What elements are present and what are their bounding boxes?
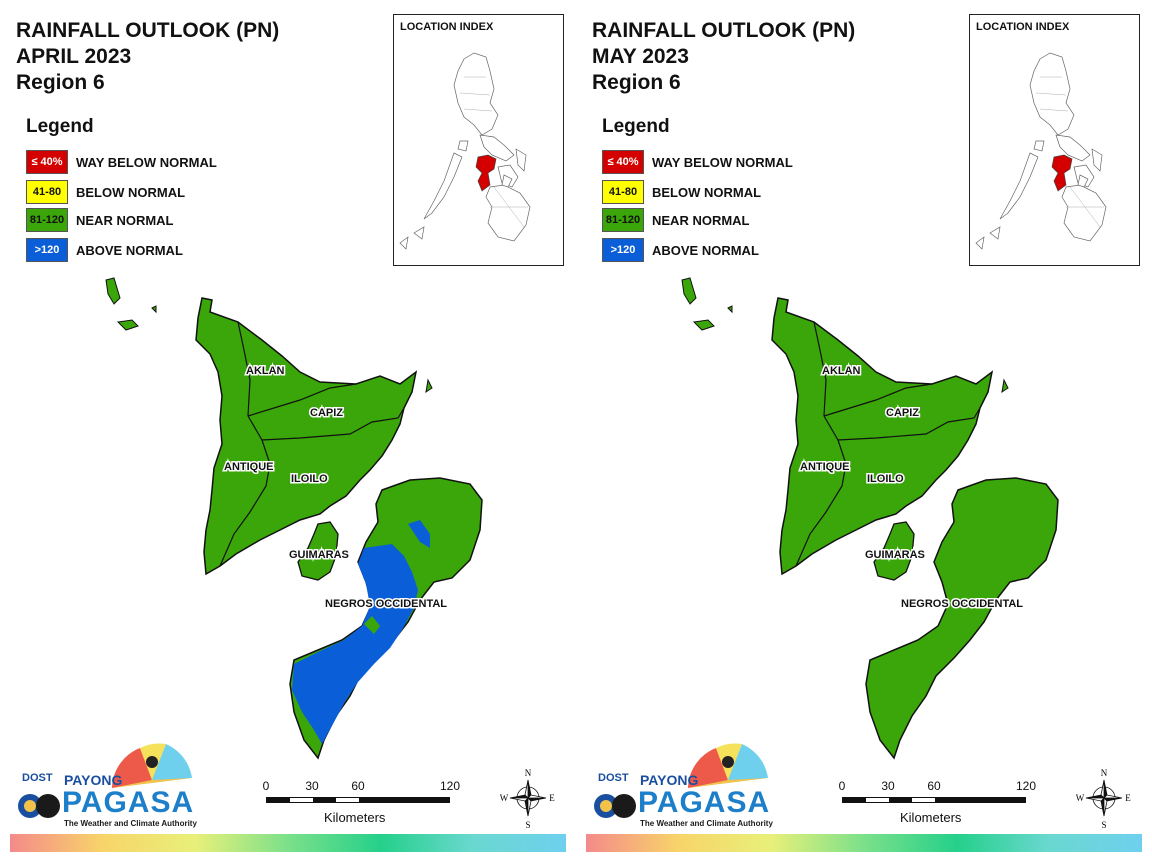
logo-pagasa: PAGASA <box>638 786 771 819</box>
legend-swatch: >120 <box>602 238 644 262</box>
compass-w: W <box>500 793 509 803</box>
scale-bar: 0 30 60 120 Kilometers <box>262 776 472 836</box>
logo-payong: PAYONG <box>640 772 699 788</box>
title-line-1: RAINFALL OUTLOOK (PN) <box>16 19 280 42</box>
compass-s: S <box>525 820 530 830</box>
title-region: Region 6 <box>16 71 105 94</box>
scale-bar-graphic <box>842 797 1026 803</box>
panay-island <box>195 297 418 576</box>
legend-label: WAY BELOW NORMAL <box>76 155 217 170</box>
scale-tick-label: 30 <box>881 779 895 793</box>
compass-n: N <box>1101 768 1108 778</box>
logo-pagasa: PAGASA <box>62 786 195 819</box>
region6-map: AKLAN CAPIZ ANTIQUE ILOILO GUIMARAS NEGR… <box>105 277 483 760</box>
scale-tick-label: 0 <box>262 779 270 793</box>
logo-dost: DOST <box>22 772 53 784</box>
pagasa-logo: DOST PAYONG PAGASA The Weather and Clima… <box>592 740 782 832</box>
title-region: Region 6 <box>592 71 681 94</box>
pagasa-logo: DOST PAYONG PAGASA The Weather and Clima… <box>16 740 206 832</box>
label-iloilo: ILOILO <box>867 473 904 485</box>
legend-label: NEAR NORMAL <box>76 213 174 228</box>
panel-april: RAINFALL OUTLOOK (PN) APRIL 2023 Region … <box>10 14 566 852</box>
above-normal-zone <box>292 520 430 744</box>
label-antique: ANTIQUE <box>800 461 850 473</box>
scale-tick-label: 60 <box>351 779 365 793</box>
legend-swatch: 41-80 <box>26 180 68 204</box>
guimaras <box>873 521 915 581</box>
legend-label: WAY BELOW NORMAL <box>652 155 793 170</box>
map-title: RAINFALL OUTLOOK (PN) MAY 2023 Region 6 <box>592 18 855 96</box>
legend-label: BELOW NORMAL <box>652 185 762 200</box>
umbrella-icon <box>594 743 768 818</box>
compass-e: E <box>1125 793 1131 803</box>
compass-w: W <box>1076 793 1085 803</box>
label-capiz: CAPIZ <box>886 407 919 419</box>
scale-tick-label: 120 <box>1015 779 1037 793</box>
compass-rose-icon: N S E W <box>1076 768 1132 835</box>
label-iloilo: ILOILO <box>291 473 328 485</box>
legend-title: Legend <box>26 116 94 137</box>
legend-title: Legend <box>602 116 670 137</box>
scale-unit: Kilometers <box>324 810 386 825</box>
label-negros-occidental: NEGROS OCCIDENTAL <box>325 598 447 610</box>
logo-payong: PAYONG <box>64 772 123 788</box>
scale-tick-label: 0 <box>838 779 846 793</box>
label-capiz: CAPIZ <box>310 407 343 419</box>
title-month: MAY 2023 <box>592 45 689 68</box>
legend-swatch: ≤ 40% <box>602 150 644 174</box>
panay-province-borders <box>219 321 405 567</box>
legend-label: ABOVE NORMAL <box>76 243 183 258</box>
guimaras <box>297 521 339 581</box>
above-normal-hole <box>364 616 380 634</box>
compass-s: S <box>1101 820 1106 830</box>
footer-gradient-bar <box>10 834 566 852</box>
title-line-1: RAINFALL OUTLOOK (PN) <box>592 19 856 42</box>
compass-rose-icon: N S E W <box>500 768 556 835</box>
label-guimaras: GUIMARAS <box>289 549 349 561</box>
title-month: APRIL 2023 <box>16 45 132 68</box>
panel-may: RAINFALL OUTLOOK (PN) MAY 2023 Region 6 … <box>576 0 1152 864</box>
small-islands <box>105 277 433 394</box>
logo-dost: DOST <box>598 772 629 784</box>
legend-label: BELOW NORMAL <box>76 185 186 200</box>
scale-tick-label: 60 <box>927 779 941 793</box>
scale-bar-graphic <box>266 797 450 803</box>
logo-tagline: The Weather and Climate Authority <box>64 819 197 828</box>
scale-tick-label: 120 <box>439 779 461 793</box>
region6-map: AKLAN CAPIZ ANTIQUE ILOILO GUIMARAS NEGR… <box>681 277 1059 760</box>
footer-gradient-bar <box>586 834 1142 852</box>
legend-swatch: 41-80 <box>602 180 644 204</box>
legend-swatch: >120 <box>26 238 68 262</box>
panay-province-borders <box>795 321 981 567</box>
label-aklan: AKLAN <box>822 365 861 377</box>
scale-bar: 0 30 60 120 Kilometers <box>838 776 1048 836</box>
legend-swatch: 81-120 <box>26 208 68 232</box>
location-index-title: LOCATION INDEX <box>400 21 494 33</box>
panay-island <box>771 297 994 576</box>
legend-label: ABOVE NORMAL <box>652 243 759 258</box>
negros-occidental <box>289 477 483 760</box>
label-antique: ANTIQUE <box>224 461 274 473</box>
scale-unit: Kilometers <box>900 810 962 825</box>
logo-tagline: The Weather and Climate Authority <box>640 819 773 828</box>
label-negros-occidental: NEGROS OCCIDENTAL <box>901 598 1023 610</box>
location-index-title: LOCATION INDEX <box>976 21 1070 33</box>
philippines-inset-map <box>399 52 531 250</box>
negros-occidental <box>865 477 1059 760</box>
scale-tick-label: 30 <box>305 779 319 793</box>
label-guimaras: GUIMARAS <box>865 549 925 561</box>
label-aklan: AKLAN <box>246 365 285 377</box>
legend-label: NEAR NORMAL <box>652 213 750 228</box>
legend-swatch: 81-120 <box>602 208 644 232</box>
legend-swatch: ≤ 40% <box>26 150 68 174</box>
map-title: RAINFALL OUTLOOK (PN) APRIL 2023 Region … <box>16 18 279 96</box>
compass-n: N <box>525 768 532 778</box>
compass-e: E <box>549 793 555 803</box>
umbrella-icon <box>18 743 192 818</box>
small-islands <box>681 277 1009 394</box>
philippines-inset-map <box>975 52 1107 250</box>
location-index-inset: LOCATION INDEX <box>393 14 564 266</box>
location-index-inset: LOCATION INDEX <box>969 14 1140 266</box>
